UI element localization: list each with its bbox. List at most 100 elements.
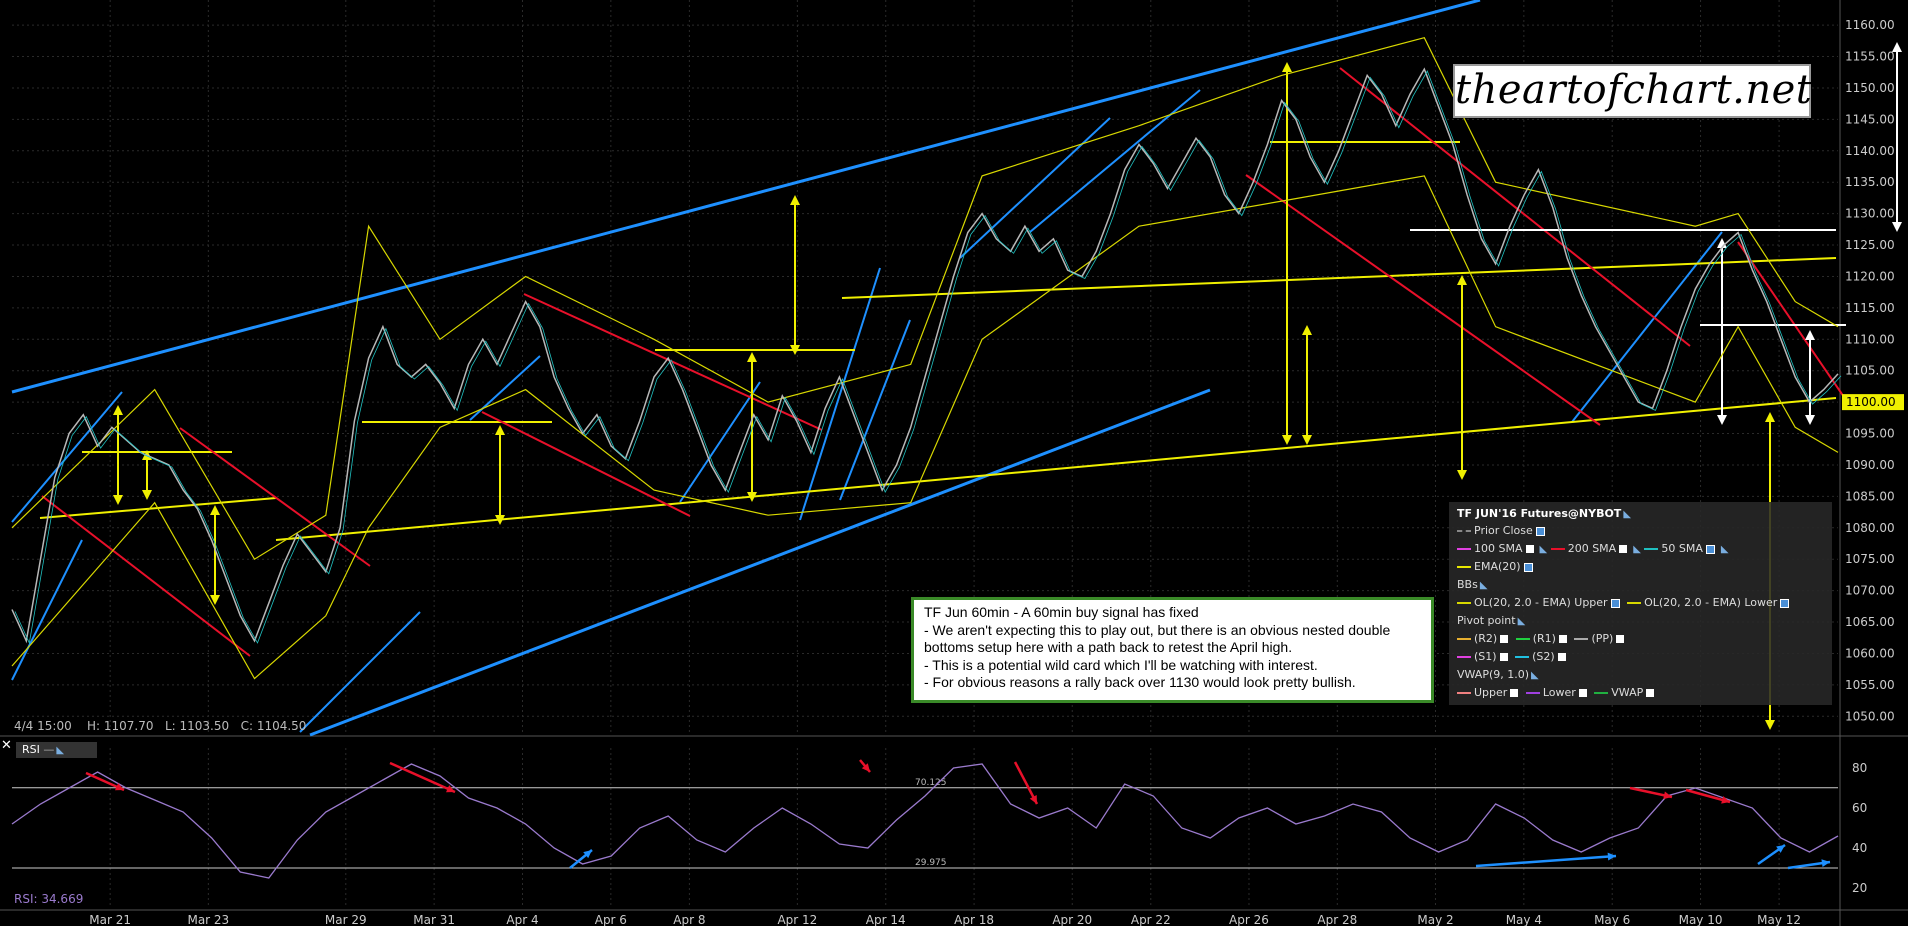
x-tick-label: Apr 12 [777, 913, 817, 926]
annotation-line: TF Jun 60min - A 60min buy signal has fi… [924, 604, 1199, 620]
arrow-head [1765, 412, 1775, 422]
arrow-head [1302, 325, 1312, 335]
arrow-head [1765, 720, 1775, 730]
settings-icon[interactable]: ◣ [1531, 670, 1539, 681]
trendline [1737, 241, 1847, 401]
legend-vwap: VWAP(9, 1.0) ◣ [1457, 668, 1539, 681]
bollinger-band [11, 175, 1839, 680]
settings-icon[interactable]: ◣ [1517, 616, 1526, 627]
arrow-head [790, 345, 800, 355]
settings-icon[interactable]: ◣ [1633, 544, 1641, 555]
price-axis: 1050.00 1055.00 1060.00 1065.00 1070.00 1075.… [1842, 18, 1904, 723]
arrow-head [142, 490, 152, 500]
swatch [1627, 602, 1642, 604]
checkbox[interactable] [1646, 689, 1655, 697]
swatch [1515, 638, 1530, 640]
x-tick-label: Mar 23 [187, 913, 229, 926]
swatch [1457, 692, 1471, 694]
rsi-panel: 20 40 60 80 70.125 29.975 [11, 759, 1867, 895]
arrow-head [1805, 415, 1815, 425]
y-tick-label: 1115.00 [1845, 301, 1895, 315]
price-line [11, 67, 1839, 644]
legend-label: (R2) [1474, 632, 1498, 645]
rsi-tab[interactable]: RSI — ◣ [16, 742, 97, 758]
legend-label: VWAP [1611, 686, 1644, 699]
settings-icon[interactable]: ◣ [1539, 544, 1548, 555]
settings-icon[interactable]: ◣ [1479, 580, 1488, 591]
settings-icon[interactable]: ◣ [1720, 544, 1729, 555]
y-tick-label: 1140.00 [1845, 144, 1895, 158]
y-tick-label: 1160.00 [1845, 18, 1895, 32]
settings-icon[interactable]: ◣ [1623, 509, 1632, 520]
y-tick-label: 1055.00 [1845, 678, 1895, 692]
x-tick-label: May 12 [1757, 913, 1801, 926]
bollinger-band [11, 36, 1839, 561]
arrow-head [747, 492, 757, 502]
legend-prior-close[interactable]: Prior Close [1457, 524, 1549, 537]
checkbox[interactable] [1535, 526, 1545, 536]
y-tick-label: 1050.00 [1845, 709, 1895, 723]
y-tick-label: 1150.00 [1845, 81, 1895, 95]
legend-label: VWAP(9, 1.0) [1457, 668, 1530, 681]
y-tick-label: 1145.00 [1845, 112, 1895, 126]
last-price-box [1842, 394, 1904, 411]
y-tick-label: 1060.00 [1845, 646, 1895, 660]
legend-label: EMA(20) [1474, 560, 1521, 573]
checkbox[interactable] [1510, 689, 1519, 697]
legend-label: Prior Close [1474, 524, 1533, 537]
legend-bbs: BBs ◣ [1457, 578, 1488, 591]
rsi-divergence-arrowhead [583, 850, 592, 859]
arrow-head [1282, 435, 1292, 445]
y-tick-label: 1080.00 [1845, 521, 1895, 535]
rsi-divergence-arrowhead [1821, 859, 1830, 868]
checkbox[interactable] [1616, 635, 1625, 643]
settings-icon[interactable]: ◣ [56, 745, 65, 756]
ohlc-close: C: 1104.50 [240, 719, 307, 733]
trendline [679, 381, 761, 503]
legend-ema[interactable]: EMA(20) [1457, 560, 1537, 573]
legend-label: (R1) [1532, 632, 1556, 645]
x-tick-label: May 2 [1417, 913, 1453, 926]
checkbox[interactable] [1610, 598, 1620, 608]
trendline [481, 411, 691, 517]
arrow-head [1892, 42, 1902, 52]
price-series [11, 67, 1842, 645]
rsi-divergence-arrowhead [1663, 791, 1672, 800]
annotation-line: - This is a potential wild card which I'… [924, 656, 1318, 673]
checkbox[interactable] [1499, 653, 1508, 661]
rsi-divergence-arrowhead [446, 785, 455, 793]
x-tick-label: May 10 [1679, 913, 1723, 926]
checkbox[interactable] [1619, 545, 1628, 553]
legend-sma-row: 100 SMA ◣ 200 SMA ◣ 50 SMA ◣ [1457, 542, 1729, 555]
rsi-reference-label: 70.125 [915, 778, 947, 788]
close-icon[interactable]: ✕ [1, 738, 12, 753]
arrow-head [495, 425, 505, 435]
annotation-line: - We aren't expecting this to play out, … [924, 621, 1391, 656]
trendline [309, 388, 1211, 737]
legend-title-row: TF JUN'16 Futures@NYBOT ◣ [1457, 507, 1631, 520]
x-tick-label: Apr 26 [1229, 913, 1269, 926]
legend-panel: TF JUN'16 Futures@NYBOT ◣ Prior Close 100… [1449, 502, 1832, 705]
x-tick-label: Apr 6 [595, 913, 627, 926]
arrow-head [1302, 435, 1312, 445]
checkbox[interactable] [1500, 635, 1509, 643]
x-tick-label: May 6 [1594, 913, 1630, 926]
checkbox[interactable] [1705, 544, 1715, 554]
legend-label: (PP) [1591, 632, 1614, 645]
rsi-tick-label: 40 [1852, 841, 1867, 855]
trendline [841, 257, 1837, 299]
rsi-tick-label: 60 [1852, 801, 1867, 815]
swatch [1457, 566, 1471, 568]
checkbox[interactable] [1525, 545, 1534, 553]
checkbox[interactable] [1523, 562, 1533, 572]
y-tick-label: 1105.00 [1845, 364, 1895, 378]
legend-bb-row: OL(20, 2.0 - EMA) Upper OL(20, 2.0 - EMA… [1457, 596, 1793, 609]
y-tick-label: 1110.00 [1845, 332, 1895, 346]
checkbox[interactable] [1558, 635, 1567, 643]
checkbox[interactable] [1578, 689, 1587, 697]
checkbox[interactable] [1780, 598, 1790, 608]
checkbox[interactable] [1557, 653, 1566, 661]
swatch [1457, 548, 1471, 550]
trendline [179, 427, 371, 567]
